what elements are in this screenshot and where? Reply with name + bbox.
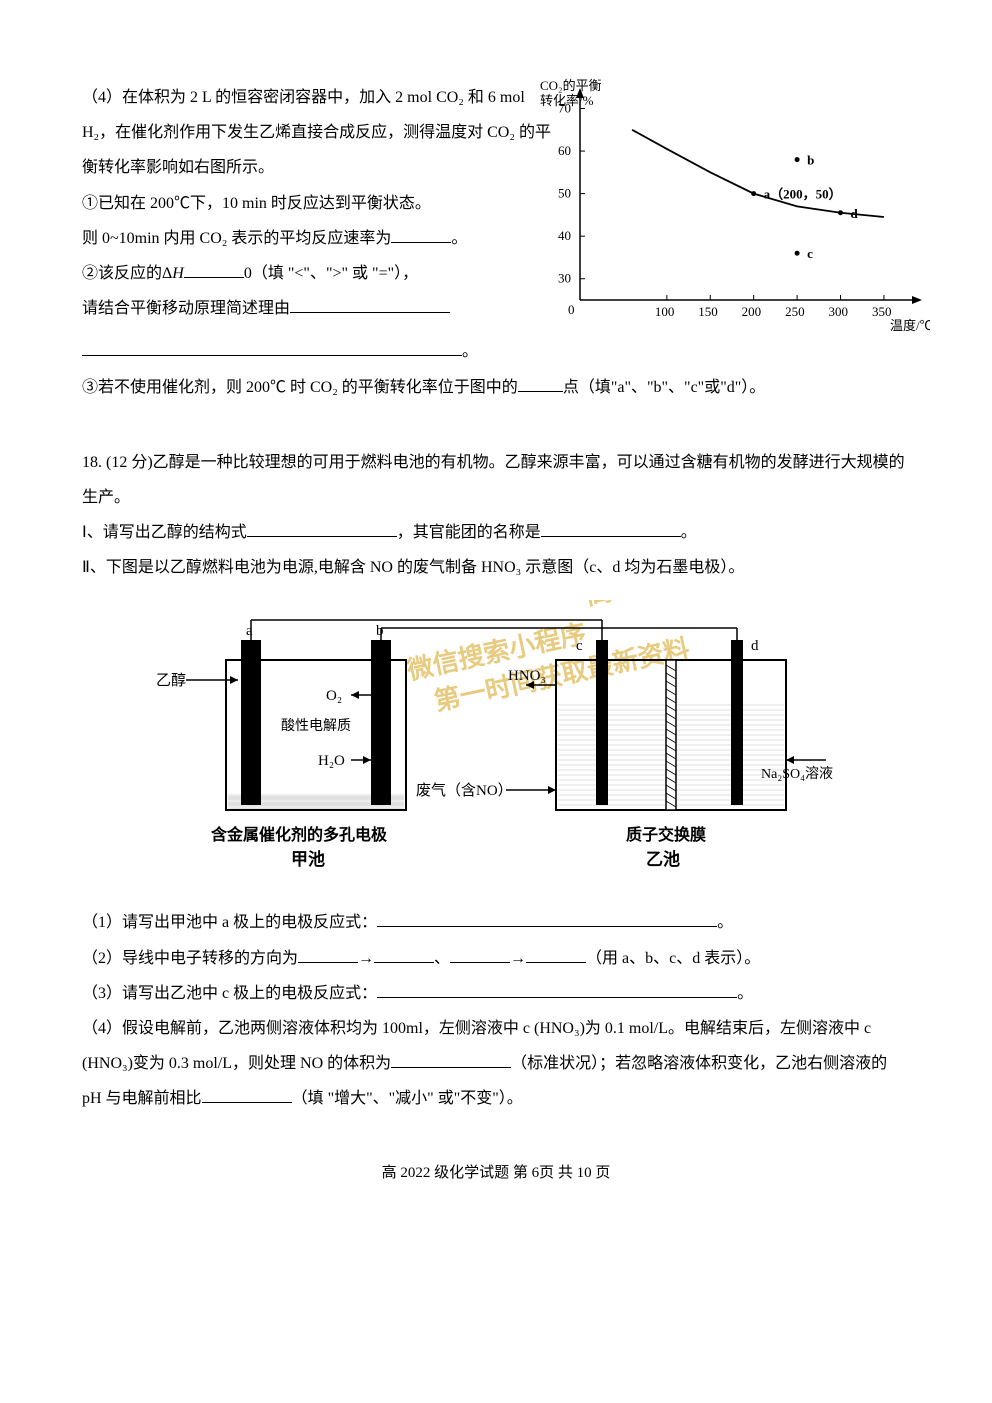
q18-sub3-post: 。 xyxy=(737,985,753,1002)
svg-text:含金属催化剂的多孔电极: 含金属催化剂的多孔电极 xyxy=(211,825,388,844)
q18-sub1-pre: （1）请写出甲池中 a 极上的电极反应式： xyxy=(82,914,377,931)
q4-sub3-pre: ③若不使用催化剂，则 200℃ 时 CO₂ 的平衡转化率位于图中的 xyxy=(82,379,518,396)
blank xyxy=(290,293,450,313)
q18-part1: Ⅰ、请写出乙醇的结构式 ，其官能团的名称是 。 xyxy=(82,515,910,550)
q18-sub3-pre: （3）请写出乙池中 c 极上的电极反应式： xyxy=(82,985,377,1002)
blank xyxy=(450,943,510,963)
q4-sub2-pre: ②该反应的Δ xyxy=(82,265,172,282)
blank xyxy=(82,336,462,356)
arrow: → xyxy=(358,950,374,967)
q18-header: 18. (12 分)乙醇是一种比较理想的可用于燃料电池的有机物。乙醇来源丰富，可… xyxy=(82,445,910,515)
svg-text:温度/℃: 温度/℃ xyxy=(890,318,930,333)
blank xyxy=(518,372,563,392)
cell-diagram: 高考早知道微信搜索小程序第一时间获取最新资料ab乙醇O₂酸性电解质H₂O含金属催… xyxy=(156,600,836,890)
svg-text:CO₂的平衡: CO₂的平衡 xyxy=(540,78,602,93)
svg-text:d: d xyxy=(851,206,859,221)
svg-text:废气（含NO）: 废气（含NO） xyxy=(416,782,513,799)
q4-sub3-post: 点（填"a"、"b"、"c"或"d"）。 xyxy=(563,379,765,396)
svg-text:Na₂SO₄溶液: Na₂SO₄溶液 xyxy=(761,766,833,782)
svg-text:100: 100 xyxy=(655,304,675,319)
q4-intro: （4）在体积为 2 L 的恒容密闭容器中，加入 2 mol CO₂ 和 6 mo… xyxy=(82,80,552,186)
blank xyxy=(247,517,397,537)
svg-text:350: 350 xyxy=(872,304,892,319)
q18-sub2-pre: （2）导线中电子转移的方向为 xyxy=(82,950,298,967)
svg-text:a: a xyxy=(246,623,253,639)
q4-sub1-pre: 则 0~10min 内用 CO₂ 表示的平均反应速率为 xyxy=(82,230,391,247)
blank xyxy=(374,943,434,963)
q4-sub2-reason: 请结合平衡移动原理简述理由 xyxy=(82,291,552,326)
svg-text:150: 150 xyxy=(698,304,718,319)
q4-sub1-post: 。 xyxy=(451,230,467,247)
svg-text:0: 0 xyxy=(568,302,575,317)
q18-part1-mid: ，其官能团的名称是 xyxy=(397,524,541,541)
svg-text:H₂O: H₂O xyxy=(318,753,345,769)
blank xyxy=(391,223,451,243)
svg-text:O₂: O₂ xyxy=(326,688,342,704)
svg-text:b: b xyxy=(807,153,814,168)
q4-sub2-mid: 0（填 "<"、">" 或 "="）， xyxy=(244,265,418,282)
svg-text:d: d xyxy=(751,638,759,654)
blank xyxy=(526,943,586,963)
blank xyxy=(391,1048,511,1068)
q18-sub2-post: （用 a、b、c、d 表示）。 xyxy=(586,950,760,967)
arrow: → xyxy=(510,950,526,967)
q18-sub1: （1）请写出甲池中 a 极上的电极反应式： 。 xyxy=(82,905,910,940)
svg-text:40: 40 xyxy=(558,228,571,243)
svg-text:300: 300 xyxy=(829,304,849,319)
blank xyxy=(377,978,737,998)
svg-text:200: 200 xyxy=(742,304,762,319)
q18-sub2: （2）导线中电子转移的方向为 → 、 → （用 a、b、c、d 表示）。 xyxy=(82,941,910,976)
question-18: 18. (12 分)乙醇是一种比较理想的可用于燃料电池的有机物。乙醇来源丰富，可… xyxy=(82,445,910,1117)
q18-part1-post: 。 xyxy=(681,524,697,541)
svg-text:a（200，50）: a（200，50） xyxy=(764,187,842,202)
svg-text:高考早知道: 高考早知道 xyxy=(583,600,716,611)
blank xyxy=(377,907,717,927)
q4-sub3: ③若不使用催化剂，则 200℃ 时 CO₂ 的平衡转化率位于图中的 点（填"a"、… xyxy=(82,370,910,405)
svg-text:乙池: 乙池 xyxy=(646,849,680,869)
blank xyxy=(541,517,681,537)
q4-sub2-cont: 。 xyxy=(82,334,910,369)
svg-text:甲池: 甲池 xyxy=(291,849,325,869)
svg-text:HNO₃: HNO₃ xyxy=(508,668,546,684)
q18-sub3: （3）请写出乙池中 c 极上的电极反应式： 。 xyxy=(82,976,910,1011)
q4-sub2-H: H xyxy=(172,265,184,282)
cell-diagram-wrap: 高考早知道微信搜索小程序第一时间获取最新资料ab乙醇O₂酸性电解质H₂O含金属催… xyxy=(82,600,910,890)
svg-text:60: 60 xyxy=(558,143,571,158)
svg-text:酸性电解质: 酸性电解质 xyxy=(281,718,351,734)
svg-text:50: 50 xyxy=(558,186,571,201)
q18-part2: Ⅱ、下图是以乙醇燃料电池为电源,电解含 NO 的废气制备 HNO₃ 示意图（c、… xyxy=(82,550,910,585)
svg-text:250: 250 xyxy=(785,304,805,319)
q4-sub1-line1: ①已知在 200℃下，10 min 时反应达到平衡状态。 xyxy=(82,186,552,221)
sep: 、 xyxy=(434,950,450,967)
q4-sub2: ②该反应的ΔH 0（填 "<"、">" 或 "="）， xyxy=(82,256,552,291)
svg-text:质子交换膜: 质子交换膜 xyxy=(626,825,706,844)
svg-text:70: 70 xyxy=(558,101,571,116)
q4-sub2-end: 。 xyxy=(462,343,478,360)
svg-text:c: c xyxy=(576,638,583,654)
q18-sub1-post: 。 xyxy=(717,914,733,931)
blank xyxy=(298,943,358,963)
q4-sub1-line2: 则 0~10min 内用 CO₂ 表示的平均反应速率为 。 xyxy=(82,221,552,256)
svg-text:c: c xyxy=(807,246,813,261)
equilibrium-chart: CO₂的平衡转化率/%03040506070100150200250300350… xyxy=(530,75,930,335)
blank xyxy=(202,1083,292,1103)
blank xyxy=(184,258,244,278)
q18-part1-pre: Ⅰ、请写出乙醇的结构式 xyxy=(82,524,247,541)
svg-text:乙醇: 乙醇 xyxy=(156,672,186,689)
q18-sub4: （4）假设电解前，乙池两侧溶液体积均为 100ml，左侧溶液中 c (HNO₃)… xyxy=(82,1011,910,1117)
page-footer: 高 2022 级化学试题 第 6页 共 10 页 xyxy=(82,1157,910,1190)
svg-text:30: 30 xyxy=(558,271,571,286)
svg-text:b: b xyxy=(376,623,384,639)
q4-sub2-line2-pre: 请结合平衡移动原理简述理由 xyxy=(82,300,290,317)
question-4-text: （4）在体积为 2 L 的恒容密闭容器中，加入 2 mol CO₂ 和 6 mo… xyxy=(82,80,552,326)
q18-sub4-post: （填 "增大"、"减小" 或"不变"）。 xyxy=(292,1090,523,1107)
